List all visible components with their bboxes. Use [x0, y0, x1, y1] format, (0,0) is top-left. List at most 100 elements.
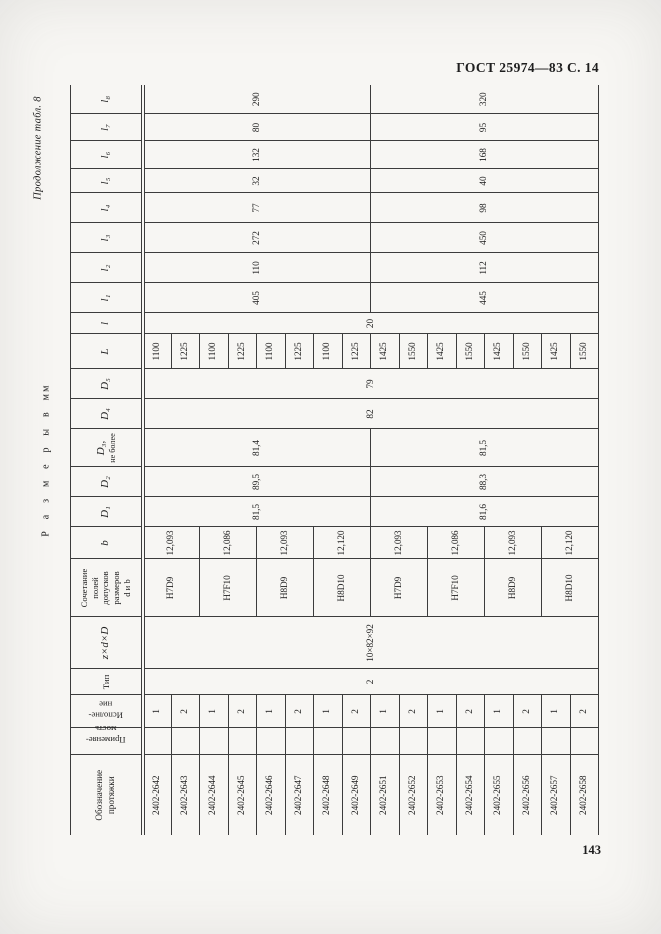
cell-fit: H7F10: [427, 559, 485, 617]
cell-b: 12,086: [427, 527, 485, 559]
rotated-table-area: Обозначение протяжки Применяе-мость Исполне…: [70, 85, 599, 835]
column-header-D4: D₄: [70, 399, 143, 429]
cell-L: 1225: [228, 334, 257, 369]
cell-execution: 1: [484, 695, 513, 728]
cell-fit: H7F10: [199, 559, 257, 617]
cell-designation: 2402-2644: [199, 755, 228, 835]
column-header-D1: D₁: [70, 497, 143, 527]
column-header-l1: l₁: [70, 283, 143, 313]
cell-execution: 2: [399, 695, 428, 728]
cell-designation: 2402-2657: [541, 755, 570, 835]
cell-designation: 2402-2653: [427, 755, 456, 835]
column-header-b: b: [70, 527, 143, 559]
cell-fit: H8D9: [256, 559, 314, 617]
units-note: Р а з м е р ы в мм: [40, 383, 52, 537]
cell-designation: 2402-2645: [228, 755, 257, 835]
column-header-l8: l₈: [70, 85, 143, 114]
cell-execution: 1: [541, 695, 570, 728]
page-number: 143: [582, 843, 601, 857]
cell-D3: 81,4: [142, 429, 371, 467]
cell-l3: 272: [142, 223, 371, 253]
cell-D4: 82: [142, 399, 599, 429]
cell-applicability: [370, 728, 399, 755]
cell-D1: 81,6: [370, 497, 599, 527]
cell-designation: 2402-2643: [171, 755, 200, 835]
cell-designation: 2402-2649: [342, 755, 371, 835]
cell-D1: 81,5: [142, 497, 371, 527]
table-header-row: Обозначение протяжки Применяе-мость Исполне…: [70, 85, 143, 835]
column-header-l5: l₅: [70, 169, 143, 193]
document-header: ГОСТ 25974—83 С. 14: [456, 60, 599, 75]
cell-applicability: [570, 728, 599, 755]
cell-b: 12,120: [313, 527, 371, 559]
column-header-fit: Сочетание полей допусков размеров d и b: [70, 559, 143, 617]
cell-D3: 81,5: [370, 429, 599, 467]
cell-L: 1425: [541, 334, 570, 369]
cell-l1: 405: [142, 283, 371, 313]
cell-l7: 95: [370, 114, 599, 141]
cell-designation: 2402-2658: [570, 755, 599, 835]
table-row: 2402-2651 1 H7D9 12,093 81,6 88,3 81,5 1425 445 1…: [370, 85, 599, 835]
cell-execution: 2: [285, 695, 314, 728]
cell-designation: 2402-2646: [256, 755, 285, 835]
cell-applicability: [427, 728, 456, 755]
cell-designation: 2402-2654: [456, 755, 485, 835]
cell-L: 1225: [285, 334, 314, 369]
cell-execution: 1: [256, 695, 285, 728]
cell-l4: 77: [142, 193, 371, 223]
cell-l2: 112: [370, 253, 599, 283]
cell-L: 1225: [342, 334, 371, 369]
cell-designation: 2402-2652: [399, 755, 428, 835]
cell-D2: 89,5: [142, 467, 371, 497]
cell-applicability: [228, 728, 257, 755]
column-header-l2: l₂: [70, 253, 143, 283]
cell-applicability: [484, 728, 513, 755]
cell-L: 1225: [171, 334, 200, 369]
column-header-D5: D₅: [70, 369, 143, 399]
column-header-zdD: z×d×D: [70, 617, 143, 669]
cell-fit: H8D9: [484, 559, 542, 617]
cell-execution: 1: [313, 695, 342, 728]
cell-b: 12,093: [370, 527, 428, 559]
cell-execution: 2: [513, 695, 542, 728]
cell-applicability: [199, 728, 228, 755]
column-header-l: l: [70, 313, 143, 334]
cell-type: 2: [142, 669, 599, 695]
cell-L: 1425: [484, 334, 513, 369]
cell-l6: 168: [370, 141, 599, 169]
cell-l8: 290: [142, 85, 371, 114]
cell-execution: 2: [570, 695, 599, 728]
cell-execution: 1: [199, 695, 228, 728]
column-header-l7: l₇: [70, 114, 143, 141]
cell-applicability: [399, 728, 428, 755]
cell-designation: 2402-2655: [484, 755, 513, 835]
cell-execution: 1: [370, 695, 399, 728]
cell-l4: 98: [370, 193, 599, 223]
cell-applicability: [171, 728, 200, 755]
cell-L: 1550: [456, 334, 485, 369]
cell-applicability: [313, 728, 342, 755]
cell-L: 1100: [142, 334, 171, 369]
cell-l3: 450: [370, 223, 599, 253]
dimensions-table: Обозначение протяжки Применяе-мость Исполне…: [70, 85, 599, 835]
table-continuation-note: Продолжение табл. 8: [32, 96, 44, 200]
cell-fit: H8D10: [541, 559, 599, 617]
column-header-type: Тип: [70, 669, 143, 695]
cell-L: 1550: [399, 334, 428, 369]
cell-L: 1100: [256, 334, 285, 369]
column-header-D3: D₃, не более: [70, 429, 143, 467]
column-header-applicability: Применяе-мость: [70, 725, 143, 755]
cell-applicability: [513, 728, 542, 755]
cell-l5: 40: [370, 169, 599, 193]
cell-applicability: [541, 728, 570, 755]
cell-L: 1425: [370, 334, 399, 369]
cell-execution: 1: [142, 695, 171, 728]
cell-designation: 2402-2647: [285, 755, 314, 835]
cell-applicability: [142, 728, 171, 755]
cell-L: 1100: [313, 334, 342, 369]
cell-b: 12,093: [142, 527, 200, 559]
cell-applicability: [342, 728, 371, 755]
cell-b: 12,120: [541, 527, 599, 559]
cell-execution: 1: [427, 695, 456, 728]
cell-l2: 110: [142, 253, 371, 283]
